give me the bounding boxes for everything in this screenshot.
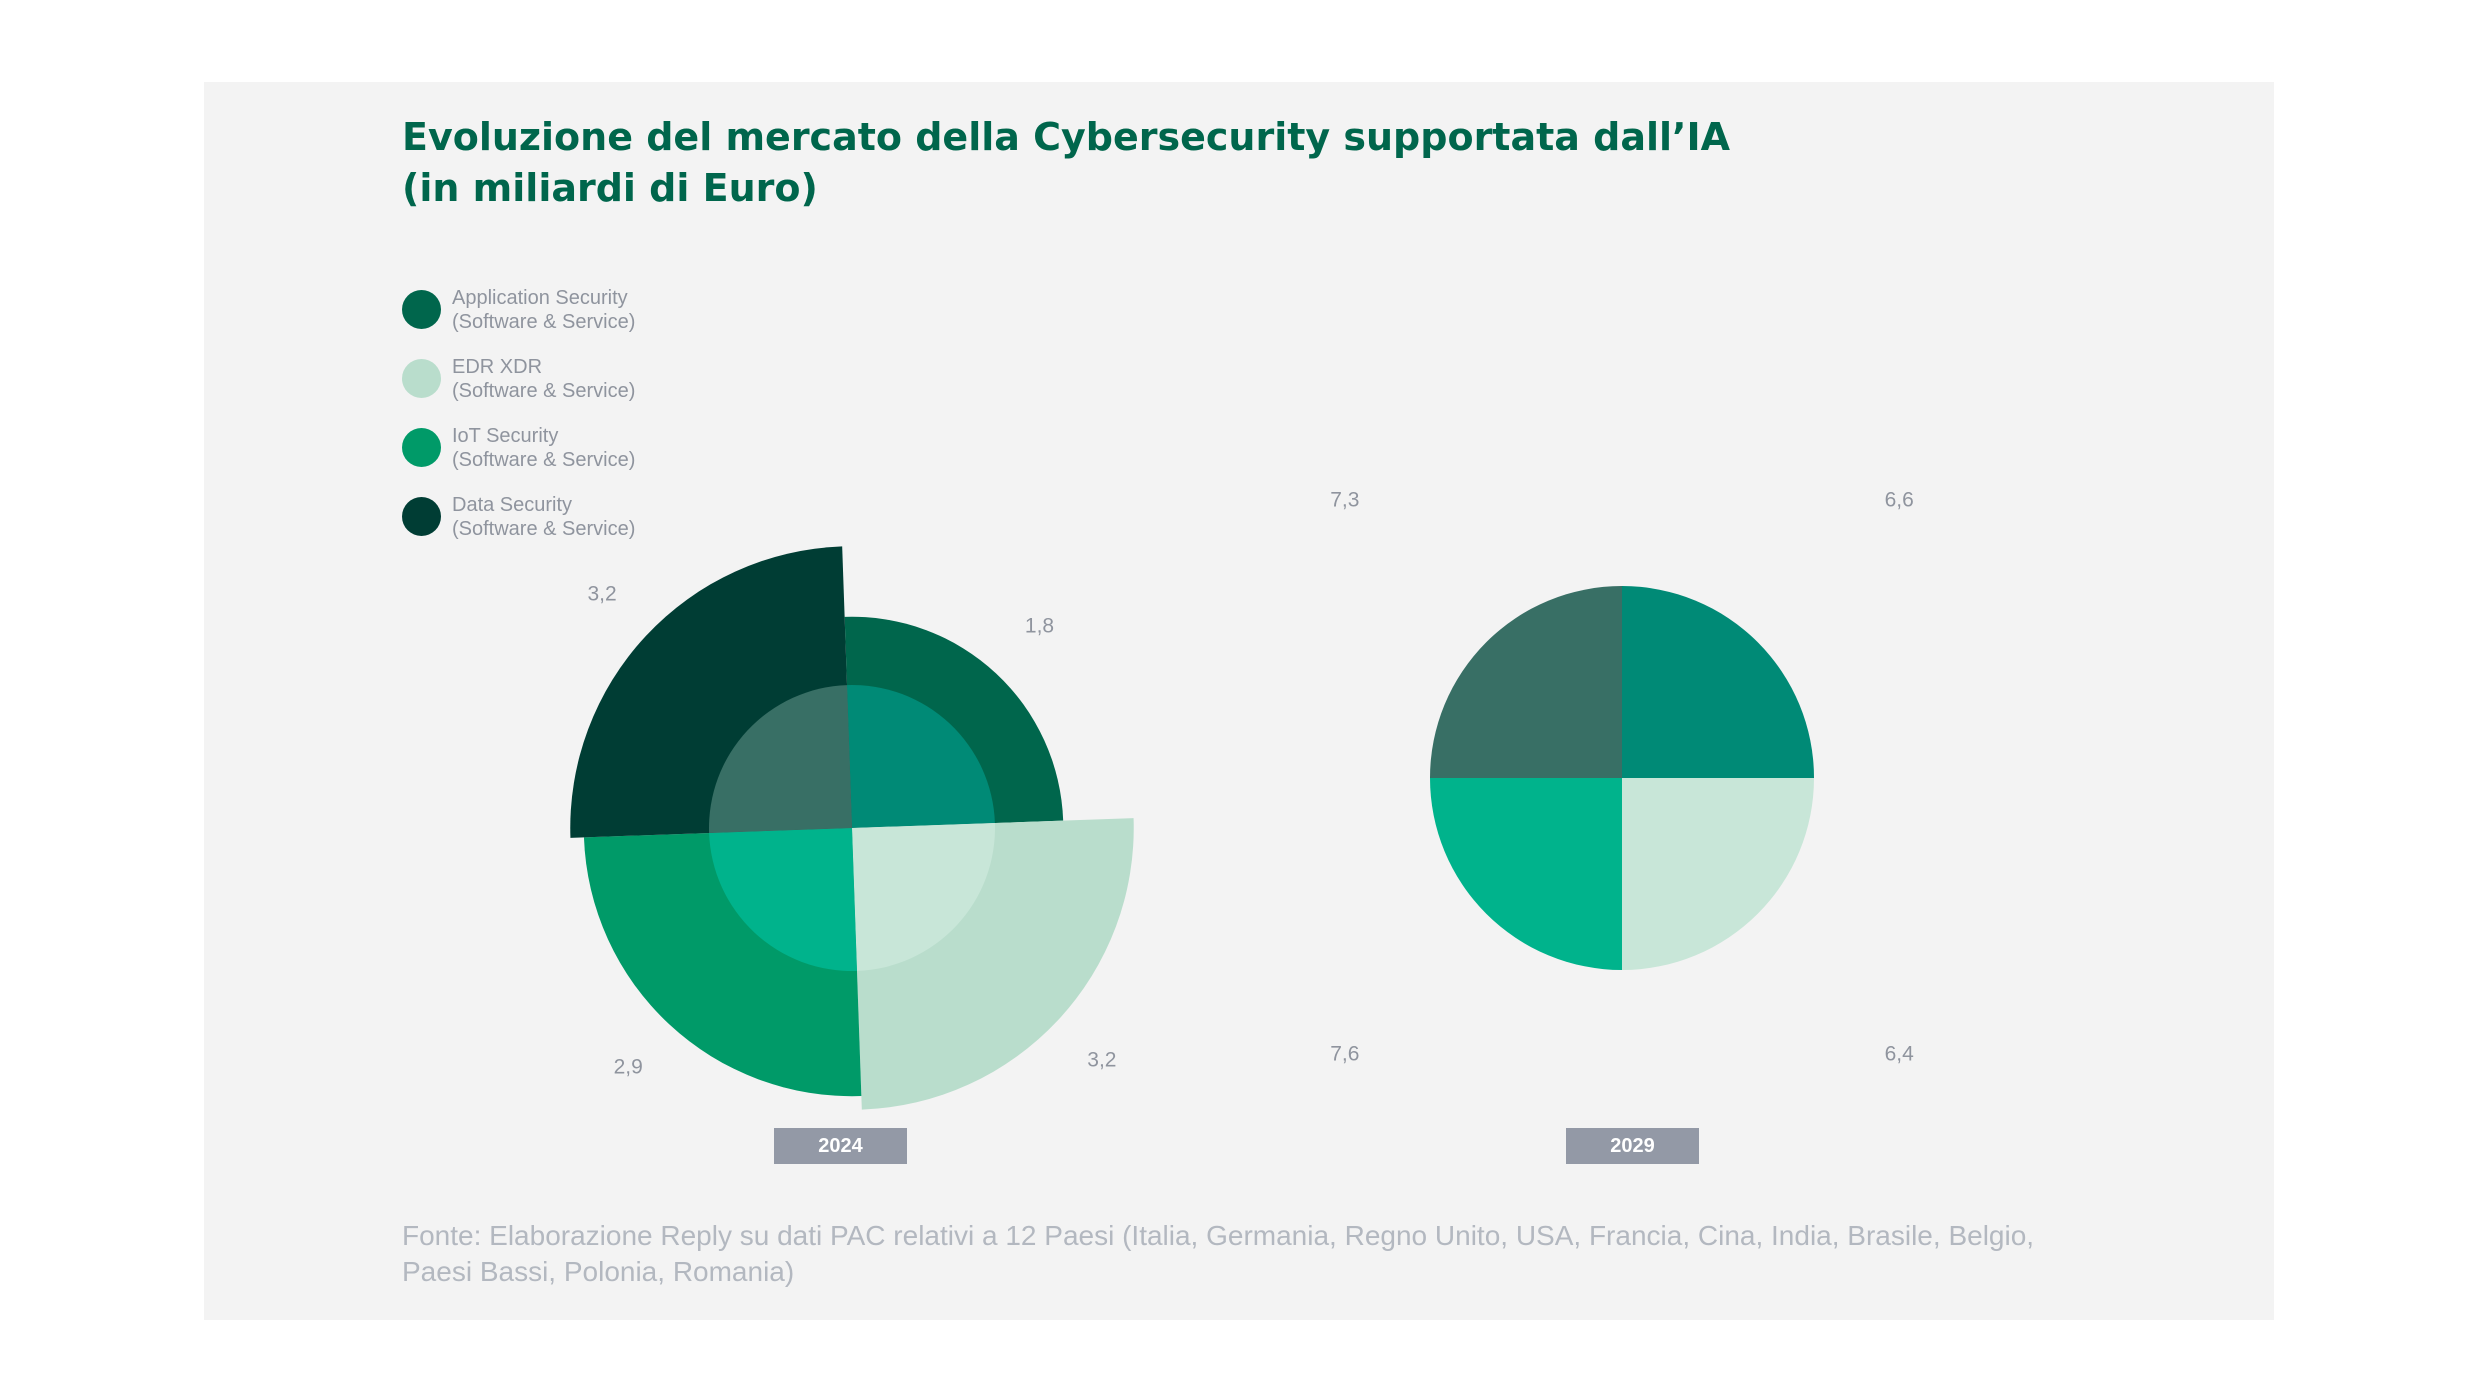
value-label-edr-xdr-2029: 6,4 [1885,1043,1915,1066]
inner-sector-data-security-2029 [1430,586,1622,778]
value-label-data-security-2029: 7,3 [1330,488,1359,511]
legend-swatch [402,290,441,329]
chart-panel [204,82,2274,1320]
legend-label-line1: Application Security [452,287,628,309]
year-badge-2029: 2029 [1566,1128,1699,1164]
legend-swatch [402,359,441,398]
legend-label-line1: Data Security [452,494,573,516]
inner-sector-application-security-2024 [847,685,995,828]
value-label-application-security-2029: 6,6 [1885,488,1914,511]
legend-label-line2: (Software & Service) [452,449,636,471]
source-note: Fonte: Elaborazione Reply su dati PAC re… [402,1220,2035,1287]
legend-label: IoT Security (Software & Service) [452,424,635,472]
legend-label: Application Security (Software & Service… [452,286,635,334]
title-line-1: Evoluzione del mercato della Cybersecuri… [402,115,1731,159]
inner-sector-edr-xdr-2024 [852,823,995,971]
value-label-application-security-2024: 1,8 [1025,614,1054,637]
polar-chart-2029: 6,6 6,4 7,6 7,3 [1330,488,1914,1065]
value-label-iot-security-2029: 7,6 [1330,1043,1359,1066]
inner-sector-data-security-2024 [709,685,852,833]
legend-swatch [402,497,441,536]
inner-sector-application-security-2029 [1622,586,1814,778]
legend-swatch [402,428,441,467]
value-label-data-security-2024: 3,2 [587,582,616,605]
legend-label-line2: (Software & Service) [452,518,636,540]
legend-label-line2: (Software & Service) [452,380,636,402]
year-badge-2024: 2024 [774,1128,907,1164]
value-label-iot-security-2024: 2,9 [614,1056,643,1079]
inner-sector-iot-security-2029 [1430,778,1622,970]
chart-title: Evoluzione del mercato della Cybersecuri… [402,112,1730,214]
legend-label-line1: EDR XDR [452,356,543,378]
legend-label-line1: IoT Security [452,425,559,447]
title-line-2: (in miliardi di Euro) [402,166,818,210]
legend-label: Data Security (Software & Service) [452,493,635,541]
legend-label: EDR XDR (Software & Service) [452,355,635,403]
inner-sector-edr-xdr-2029 [1622,778,1814,970]
inner-sector-iot-security-2024 [709,828,857,971]
value-label-edr-xdr-2024: 3,2 [1087,1049,1116,1072]
polar-chart-2024: 1,8 3,2 2,9 3,2 [570,546,1134,1110]
legend-label-line2: (Software & Service) [452,311,636,333]
